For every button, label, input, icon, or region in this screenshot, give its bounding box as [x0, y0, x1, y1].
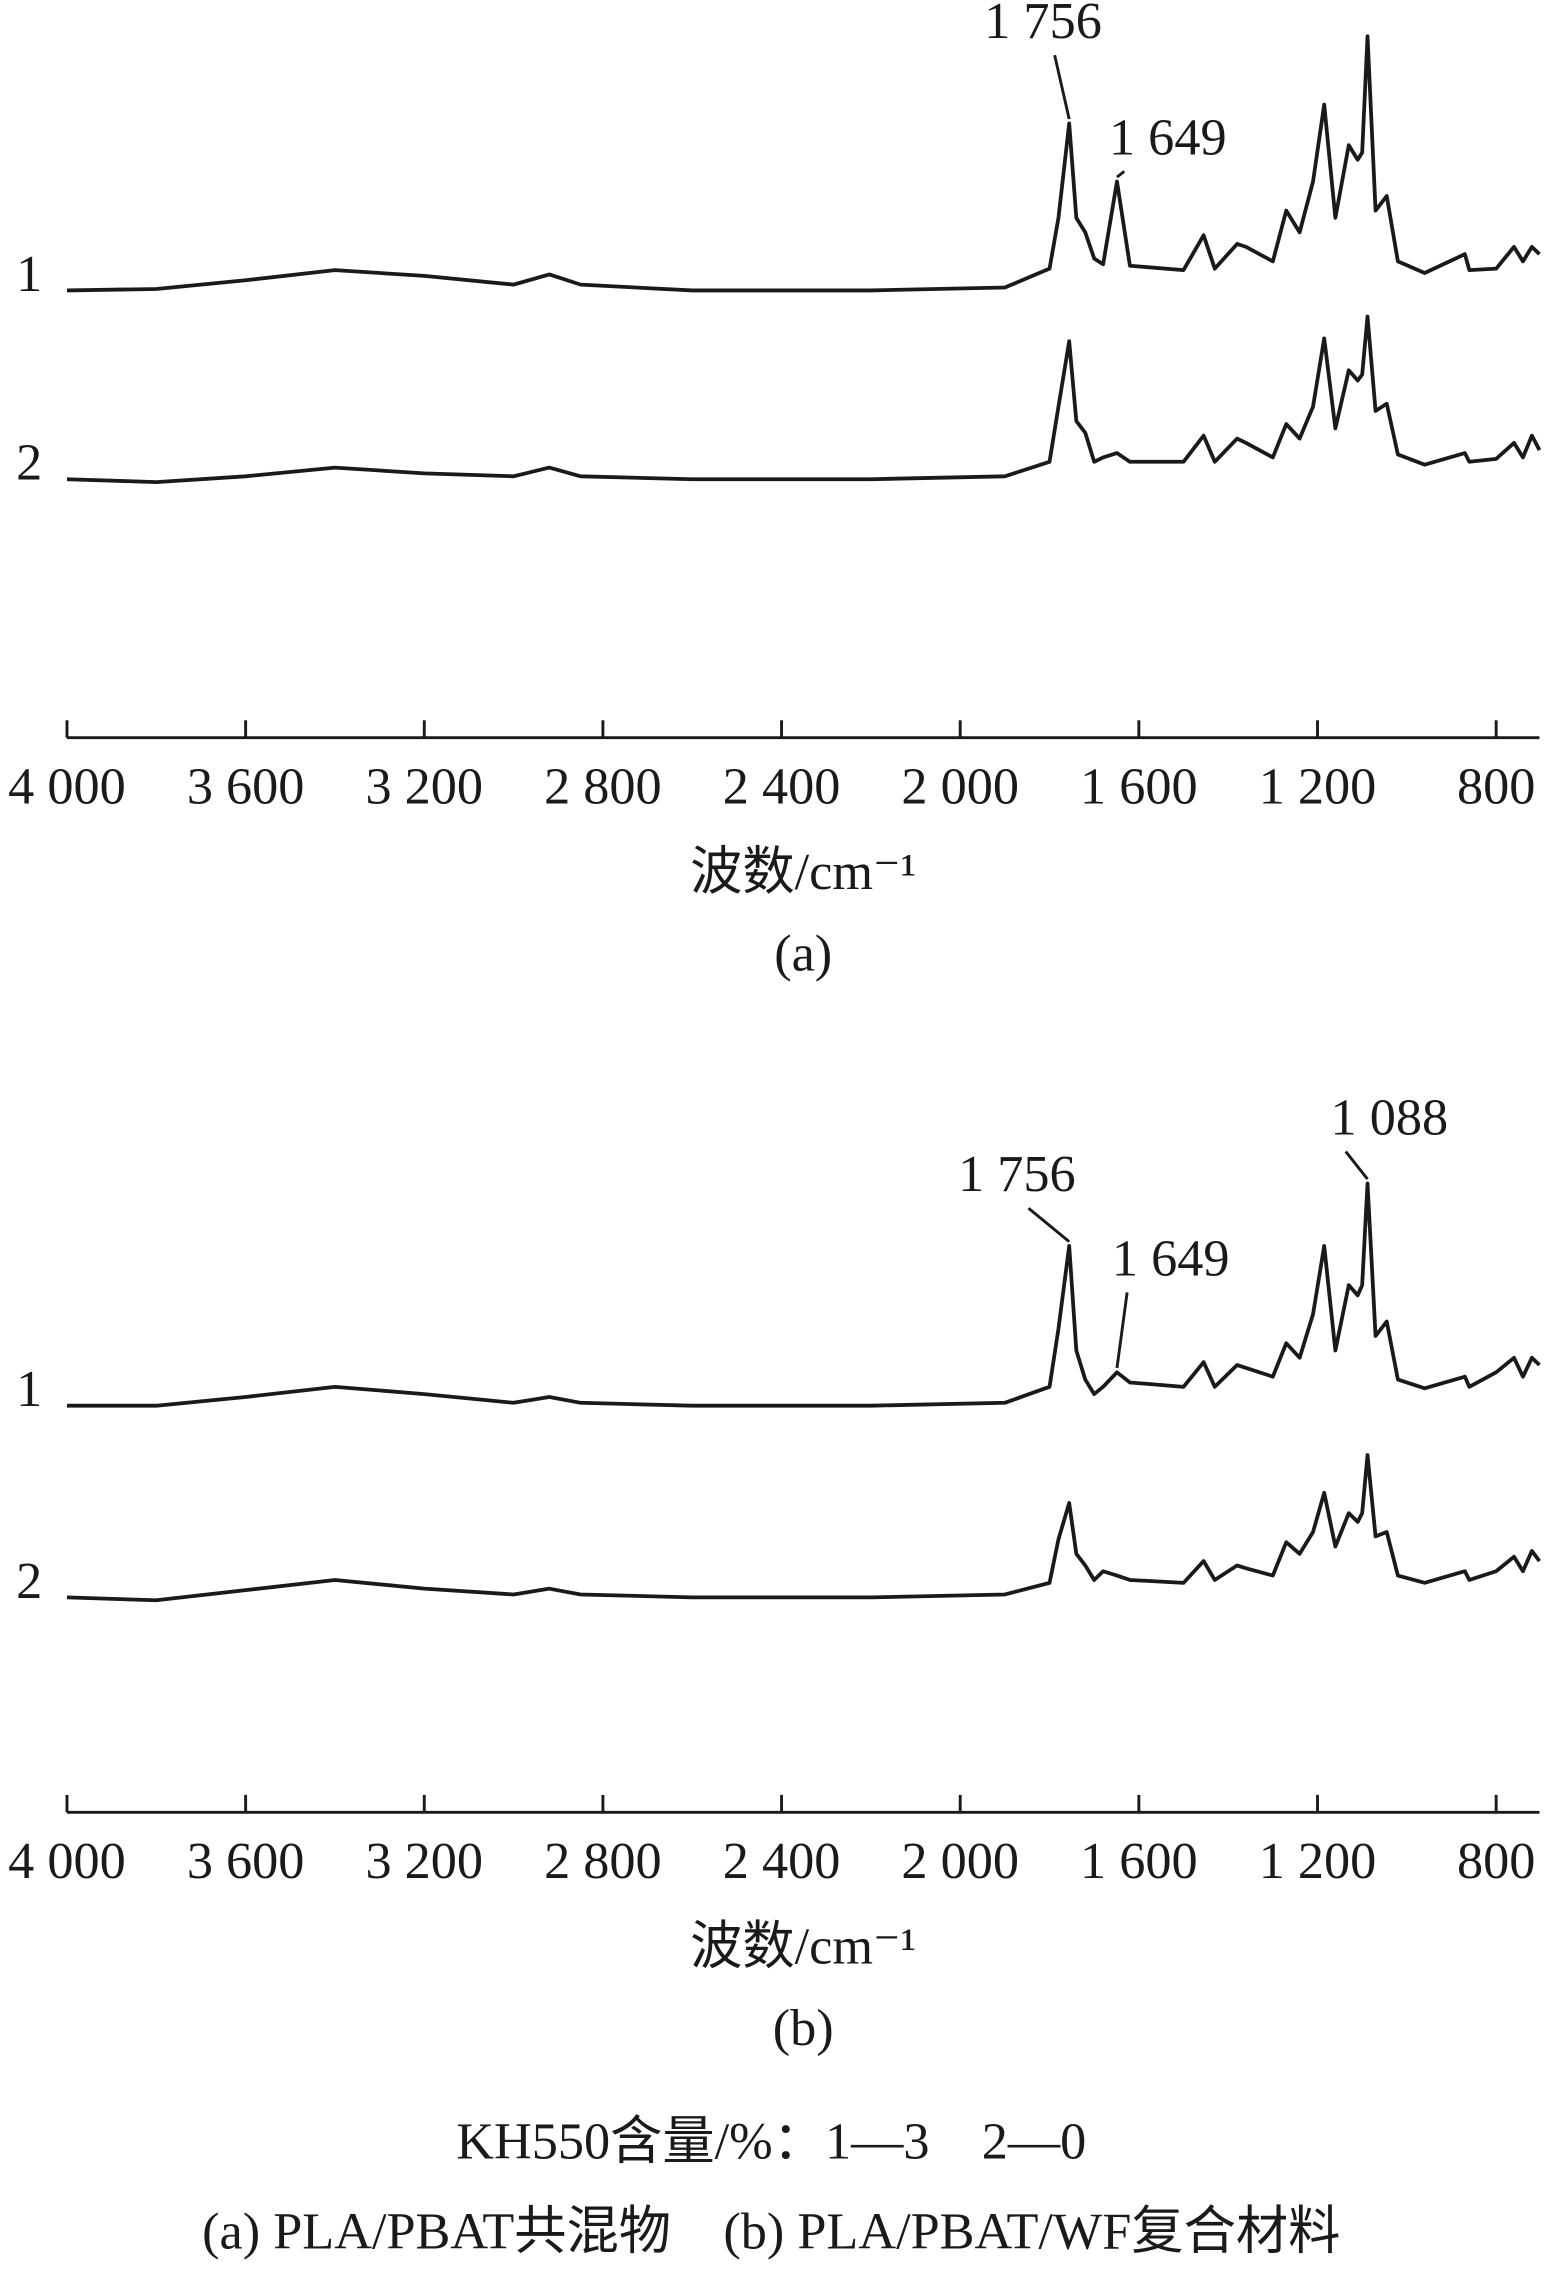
- spectrum-line: [66, 34, 1541, 293]
- annotation-leader: [1027, 1207, 1071, 1243]
- x-tick-label: 2 000: [901, 1832, 1019, 1890]
- caption: (a) PLA/PBAT共混物 (b) PLA/PBAT/WF复合材料: [202, 2202, 1340, 2260]
- x-tick-label: 4 000: [8, 1832, 126, 1890]
- annotation-leader: [1344, 1150, 1369, 1181]
- x-tick-label: 800: [1457, 757, 1535, 815]
- x-tick-label: 3 600: [187, 1832, 305, 1890]
- x-tick-label: 1 200: [1259, 757, 1377, 815]
- x-tick-label: 3 600: [187, 757, 305, 815]
- annotation-leader: [1116, 170, 1126, 179]
- series-label: 2: [16, 434, 42, 492]
- spectrum-line: [66, 314, 1542, 485]
- series-label: 1: [16, 245, 42, 303]
- panel-label: (a): [774, 924, 832, 982]
- x-tick-label: 2 800: [544, 1832, 662, 1890]
- series-label: 1: [16, 1360, 42, 1418]
- spectrum-line: [66, 1181, 1541, 1408]
- panel-label: (b): [773, 1999, 834, 2057]
- x-axis-label: 波数/cm⁻¹: [690, 843, 916, 901]
- x-tick-label: 3 200: [365, 1832, 483, 1890]
- peak-annotation: 1 756: [984, 0, 1102, 50]
- spectrum-line: [66, 1453, 1541, 1603]
- x-tick-label: 4 000: [8, 757, 126, 815]
- x-tick-label: 2 400: [723, 1832, 841, 1890]
- x-axis-label: 波数/cm⁻¹: [690, 1918, 916, 1976]
- x-tick-label: 2 000: [901, 757, 1019, 815]
- peak-annotation: 1 088: [1331, 1089, 1449, 1147]
- x-tick-label: 1 600: [1080, 1832, 1198, 1890]
- peak-annotation: 1 649: [1112, 1229, 1230, 1287]
- x-tick-label: 800: [1457, 1832, 1535, 1890]
- x-tick-label: 2 800: [544, 757, 662, 815]
- annotation-leader: [1053, 54, 1071, 120]
- annotation-leader: [1115, 1292, 1129, 1369]
- peak-annotation: 1 756: [958, 1145, 1076, 1203]
- x-tick-label: 1 200: [1259, 1832, 1377, 1890]
- x-tick-label: 3 200: [365, 757, 483, 815]
- x-tick-label: 2 400: [723, 757, 841, 815]
- series-label: 2: [16, 1552, 42, 1610]
- peak-annotation: 1 649: [1109, 108, 1227, 166]
- x-tick-label: 1 600: [1080, 757, 1198, 815]
- legend-note: KH550含量/%：1—3 2—0: [456, 2112, 1086, 2170]
